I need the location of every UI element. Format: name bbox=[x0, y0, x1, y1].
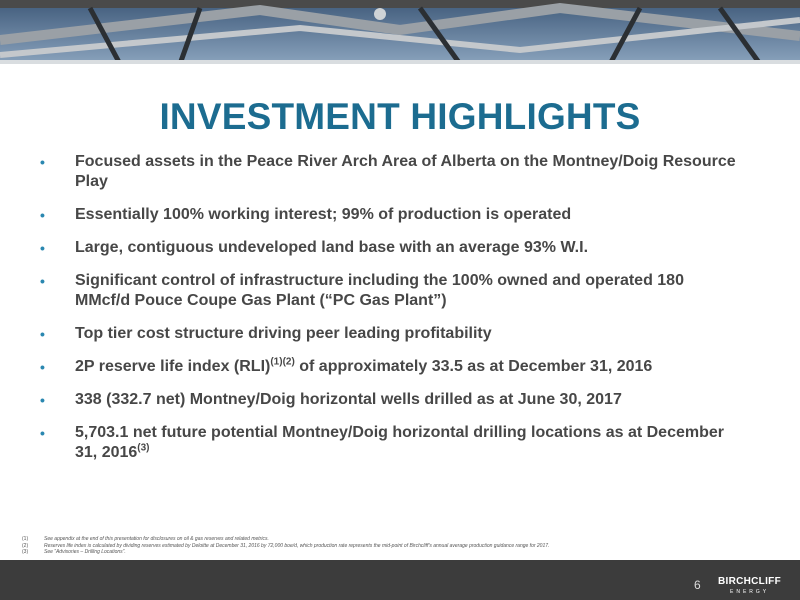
logo: BIRCHCLIFF bbox=[718, 576, 781, 587]
title: INVESTMENT HIGHLIGHTS bbox=[159, 96, 641, 137]
superscript: (3) bbox=[137, 442, 150, 454]
bullet-text: 338 (332.7 net) Montney/Doig horizontal … bbox=[75, 391, 622, 408]
bullet-dot: • bbox=[40, 392, 45, 408]
bullet-dot: • bbox=[40, 154, 45, 170]
bullet-item: • 5,703.1 net future potential Montney/Do… bbox=[40, 423, 740, 463]
bullet-item: • Significant control of infrastructure i… bbox=[40, 271, 740, 311]
bullet-text: 2P reserve life index (RLI) bbox=[75, 358, 271, 375]
bullet-text: Large, contiguous undeveloped land base … bbox=[75, 239, 589, 256]
footnote-mark: (2) bbox=[22, 542, 29, 549]
bullet-text: Focused assets in the Peace River Arch A… bbox=[75, 153, 736, 190]
bullet-list: • Focused assets in the Peace River Arch … bbox=[40, 152, 740, 476]
logo-sub: ENERGY bbox=[730, 589, 770, 595]
bullet-text: Top tier cost structure driving peer lea… bbox=[75, 325, 492, 342]
footnote-mark: (1) bbox=[22, 536, 29, 542]
footnote: (2) Reserves life index is calculated by … bbox=[22, 543, 782, 550]
footer-bar bbox=[0, 560, 800, 600]
bullet-text: of approximately 33.5 as at December 31,… bbox=[294, 358, 653, 375]
footnotes: (1) See appendix at the end of this prese… bbox=[22, 536, 782, 556]
footnote-text: See “Advisories – Drilling Locations”. bbox=[44, 549, 126, 555]
bullet-text: 5,703.1 net future potential Montney/Doi… bbox=[75, 424, 724, 461]
bullet-item: • 338 (332.7 net) Montney/Doig horizontal… bbox=[40, 390, 740, 410]
bullet-dot: • bbox=[40, 273, 45, 289]
bullet-text: Essentially 100% working interest; 99% o… bbox=[75, 206, 572, 223]
bullet-text: Significant control of infrastructure in… bbox=[75, 272, 684, 309]
superscript: (1)(2) bbox=[270, 356, 295, 368]
bullet-item: • Essentially 100% working interest; 99% … bbox=[40, 205, 740, 225]
bullet-item: • Top tier cost structure driving peer le… bbox=[40, 324, 740, 344]
page-number: 6 bbox=[694, 578, 701, 592]
footnote: (1) See appendix at the end of this prese… bbox=[22, 536, 782, 543]
bullet-item: • 2P reserve life index (RLI)(1)(2) of ap… bbox=[40, 357, 740, 377]
footnote-mark: (3) bbox=[22, 549, 29, 555]
bullet-item: • Large, contiguous undeveloped land base… bbox=[40, 238, 740, 258]
header-image bbox=[0, 0, 800, 64]
footnote-text: See appendix at the end of this presenta… bbox=[44, 536, 269, 542]
bullet-item: • Focused assets in the Peace River Arch … bbox=[40, 152, 740, 192]
bullet-dot: • bbox=[40, 326, 45, 342]
bullet-dot: • bbox=[40, 425, 45, 441]
bullet-dot: • bbox=[40, 207, 45, 223]
footnote: (3) See “Advisories – Drilling Locations”… bbox=[22, 549, 782, 556]
bullet-dot: • bbox=[40, 240, 45, 256]
bullet-dot: • bbox=[40, 359, 45, 375]
footnote-text: Reserves life index is calculated by div… bbox=[44, 542, 550, 549]
